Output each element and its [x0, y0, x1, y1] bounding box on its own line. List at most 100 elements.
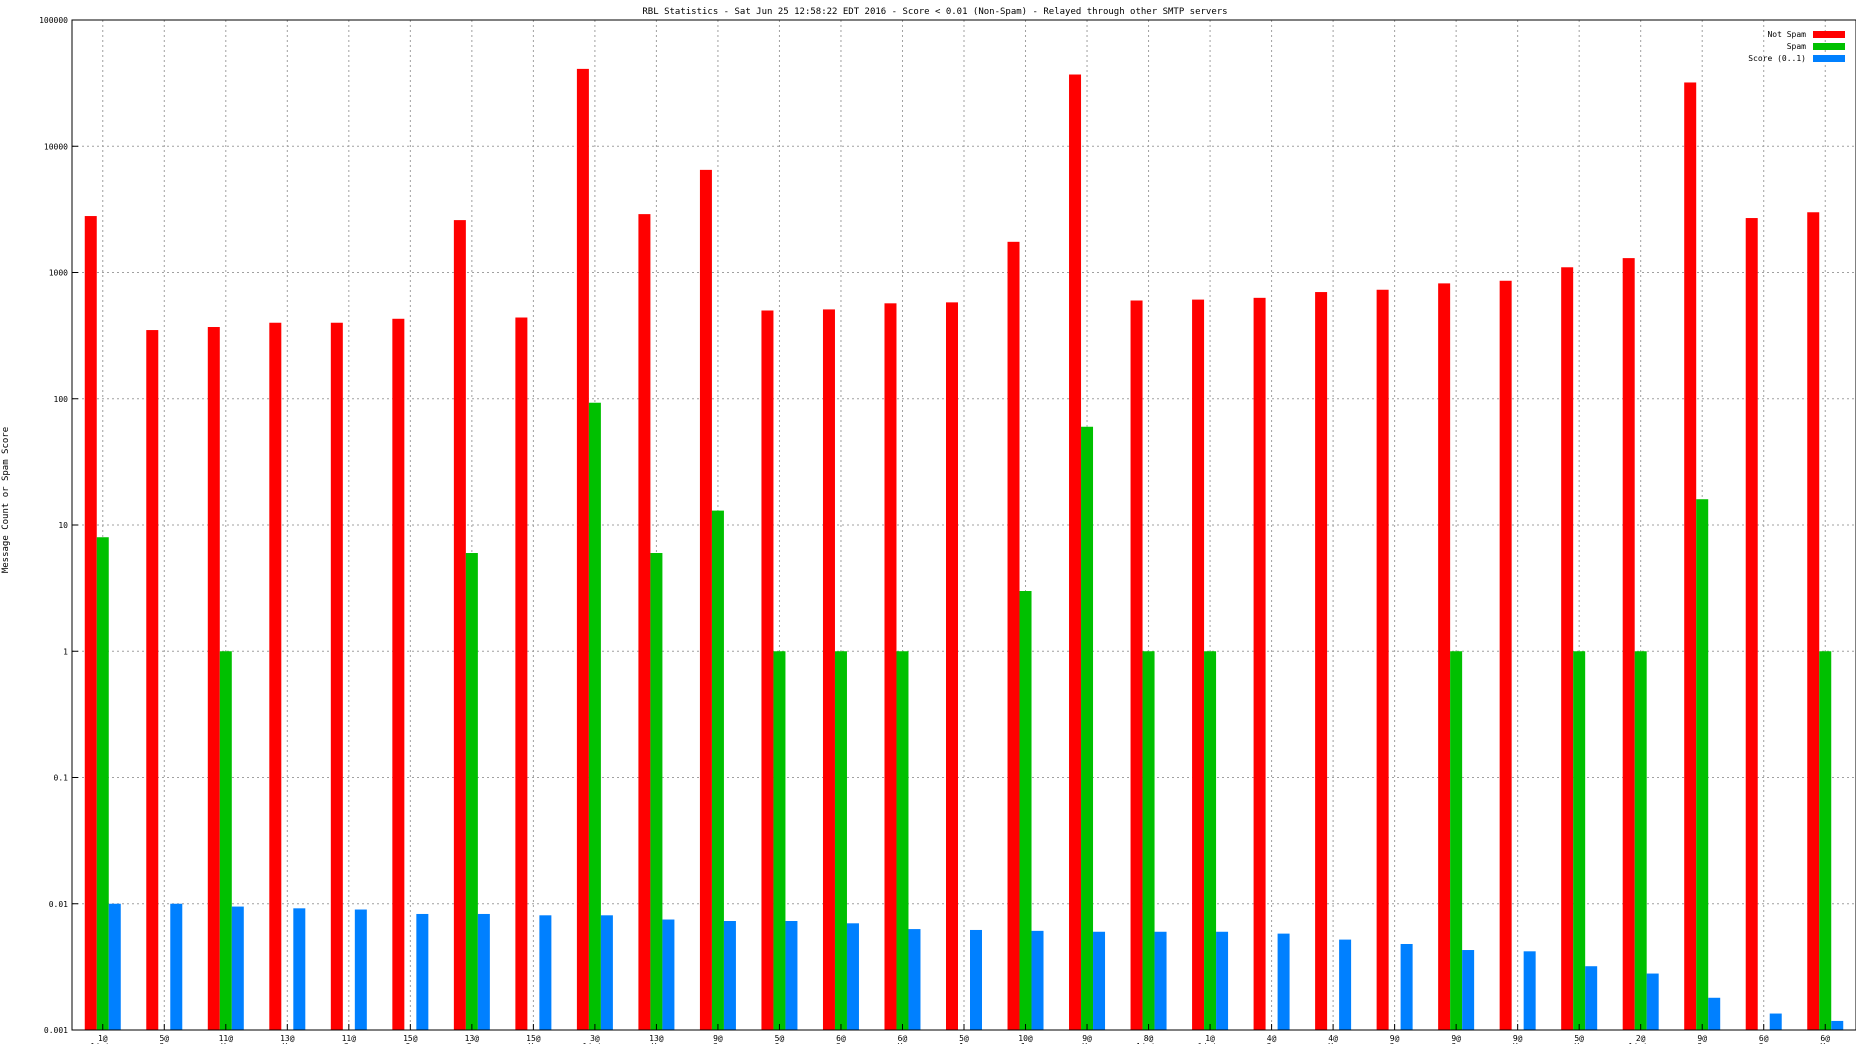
bar-spam — [1019, 591, 1032, 1030]
x-tick-label: 2@list.dnsul.org3 hops — [1626, 1034, 1655, 1044]
ticks-layer: 0.001 0.01 0.1 1 10 100 1000 10000 100000 — [39, 16, 1826, 1035]
bar-score-0-1 — [1339, 939, 1352, 1030]
bar-score-0-1 — [662, 919, 675, 1030]
chart-title: RBL Statistics - Sat Jun 25 12:58:22 EDT… — [642, 7, 1227, 17]
bar-score-0-1 — [1831, 1020, 1844, 1030]
bar-score-0-1 — [231, 906, 244, 1030]
x-tick-label: 11@Y.list.dnsul.org3 hops — [211, 1034, 240, 1044]
x-tick-label: 5@2.list.dnsul.org2 hops — [150, 1034, 179, 1044]
bars-layer — [84, 68, 1844, 1031]
bar-score-0-1 — [108, 903, 121, 1030]
bar-score-0-1 — [1646, 973, 1659, 1030]
x-tick-labels: 1@list.dnsul.org3 hops 5@2.list.dnsul.org… — [88, 1034, 1840, 1044]
bar-not-spam — [1561, 267, 1574, 1030]
x-tick-label: 6@2.list.dnsul.org1 hop — [1749, 1034, 1778, 1044]
y-tick-label: 0.1 — [54, 774, 69, 783]
x-tick-label: 6@Y.list.dnsul.org1 hop — [1811, 1034, 1840, 1044]
x-tick-label: 10@1.list.dnsul.org2 hops — [1011, 1034, 1040, 1044]
bar-spam — [1142, 651, 1155, 1030]
bar-score-0-1 — [785, 921, 798, 1030]
bar-score-0-1 — [477, 913, 490, 1030]
bar-not-spam — [1376, 289, 1389, 1030]
bar-spam — [1450, 651, 1463, 1030]
bar-not-spam — [946, 302, 958, 1031]
bar-spam — [650, 553, 663, 1030]
legend: Not Spam Spam Score (0..1) — [1748, 30, 1845, 63]
bar-not-spam — [638, 214, 651, 1030]
bar-spam — [219, 651, 232, 1030]
bar-spam — [1819, 651, 1832, 1030]
bar-not-spam — [1807, 212, 1820, 1031]
bar-score-0-1 — [1708, 997, 1721, 1030]
bar-not-spam — [1253, 297, 1266, 1030]
bar-spam — [1573, 651, 1586, 1030]
bar-not-spam — [392, 318, 405, 1030]
x-tick-label: 4@2.list.dnsul.org2 hops — [1257, 1034, 1286, 1044]
x-tick-label: 6@Y.list.dnsul.org2 hops — [888, 1034, 917, 1044]
bar-score-0-1 — [354, 909, 367, 1030]
y-tick-label: 100 — [54, 395, 69, 404]
x-tick-label: 15@8.list.dnsul.org3 hops — [396, 1034, 425, 1044]
bar-not-spam — [884, 303, 897, 1030]
x-tick-label: 9@3.list.dnsul.org2 hops — [703, 1034, 732, 1044]
x-tick-label: 15@Y.list.dnsul.org3 hops — [519, 1034, 548, 1044]
bar-score-0-1 — [170, 903, 183, 1030]
x-tick-label: 8@list.dnsul.org5 hops — [1134, 1034, 1163, 1044]
bar-spam — [96, 537, 109, 1030]
bar-spam — [896, 651, 909, 1030]
x-tick-label: 3@list.dnsul.org1 hop — [580, 1034, 609, 1044]
legend-swatch — [1813, 43, 1845, 50]
bar-spam — [834, 651, 847, 1030]
x-tick-label: 9@Y.list.dnsul.org1 hop — [1073, 1034, 1102, 1044]
y-axis-label: Message Count or Spam Score — [1, 427, 11, 573]
bar-score-0-1 — [1462, 950, 1475, 1030]
x-tick-label: 9@Y.list.dnsul.org3 hops — [1503, 1034, 1532, 1044]
bar-score-0-1 — [293, 908, 306, 1030]
bar-spam — [588, 402, 601, 1031]
legend-label: Score (0..1) — [1748, 54, 1806, 63]
bar-score-0-1 — [1585, 966, 1598, 1030]
bar-not-spam — [453, 220, 466, 1030]
bar-not-spam — [1007, 241, 1020, 1030]
legend-swatch — [1813, 31, 1845, 38]
x-tick-label: 13@Y.list.dnsul.org1 hop — [642, 1034, 671, 1044]
bar-score-0-1 — [970, 929, 982, 1030]
bar-not-spam — [1438, 283, 1451, 1031]
bar-spam — [1634, 651, 1647, 1030]
bar-spam — [773, 651, 786, 1030]
bar-score-0-1 — [846, 923, 859, 1030]
x-tick-label: 5@Y.list.dnsul.org5 hops — [1565, 1034, 1594, 1044]
bar-spam — [1081, 426, 1094, 1030]
y-tick-label: 10 — [58, 521, 68, 530]
bar-spam — [711, 510, 724, 1031]
bar-not-spam — [1684, 82, 1697, 1031]
bar-not-spam — [1192, 299, 1205, 1030]
bar-score-0-1 — [539, 915, 552, 1030]
bar-not-spam — [146, 330, 159, 1030]
bar-not-spam — [207, 327, 220, 1030]
x-tick-label: 1@list.dnsul.org3 hops — [88, 1034, 117, 1044]
bar-score-0-1 — [600, 915, 613, 1030]
x-tick-label: 4@Y.list.dnsul.org2 hops — [1319, 1034, 1348, 1044]
y-tick-label: 100000 — [39, 16, 68, 25]
y-tick-label: 0.01 — [49, 900, 68, 909]
bar-score-0-1 — [723, 921, 736, 1030]
bar-not-spam — [330, 322, 343, 1030]
bar-spam — [465, 553, 478, 1030]
bar-score-0-1 — [1523, 951, 1536, 1030]
bar-not-spam — [761, 310, 774, 1031]
bar-not-spam — [822, 309, 835, 1030]
x-tick-label: 13@3.list.dnsul.org1 hop — [457, 1034, 486, 1044]
bar-score-0-1 — [1277, 933, 1290, 1030]
y-tick-label: 1000 — [49, 269, 68, 278]
bar-score-0-1 — [1216, 931, 1229, 1030]
bar-score-0-1 — [1031, 930, 1044, 1030]
bar-not-spam — [576, 68, 589, 1030]
bar-spam — [1696, 499, 1709, 1030]
x-tick-label: 11@3.list.dnsul.org1 hop — [334, 1034, 363, 1044]
x-tick-label: 5@8.list.dnsul.org5 hops — [765, 1034, 794, 1044]
bar-score-0-1 — [1093, 931, 1106, 1030]
bar-not-spam — [1622, 258, 1635, 1031]
x-tick-label: 5@1.list.dnsul.org5 hops — [950, 1034, 979, 1044]
